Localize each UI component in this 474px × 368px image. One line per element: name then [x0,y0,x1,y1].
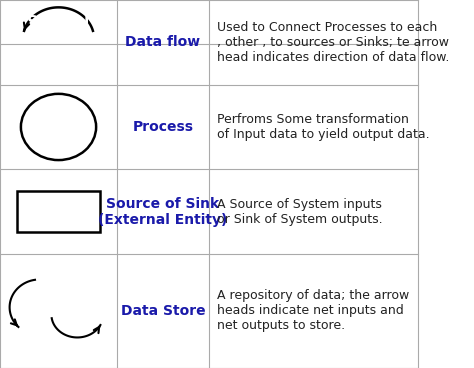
Bar [0,85,418,169]
Text: Name: Name [138,15,188,29]
Text: Data Store: Data Store [121,304,205,318]
Bar [17,191,100,232]
Text: Source of Sink
(External Entity): Source of Sink (External Entity) [98,197,228,227]
Bar [0,169,418,254]
Bar [0,254,418,368]
Text: A Source of System inputs
or Sink of System outputs.: A Source of System inputs or Sink of Sys… [218,198,383,226]
Text: Symbol: Symbol [27,15,90,29]
Text: Function: Function [276,15,351,29]
Bar [0,0,418,44]
Text: Perfroms Some transformation
of Input data to yield output data.: Perfroms Some transformation of Input da… [218,113,430,141]
Bar [0,0,418,85]
Text: Process: Process [133,120,193,134]
Text: Used to Connect Processes to each
, other , to sources or Sinks; te arrow
head i: Used to Connect Processes to each , othe… [218,21,450,64]
Text: Data flow: Data flow [126,35,201,49]
Text: A repository of data; the arrow
heads indicate net inputs and
net outputs to sto: A repository of data; the arrow heads in… [218,290,410,332]
